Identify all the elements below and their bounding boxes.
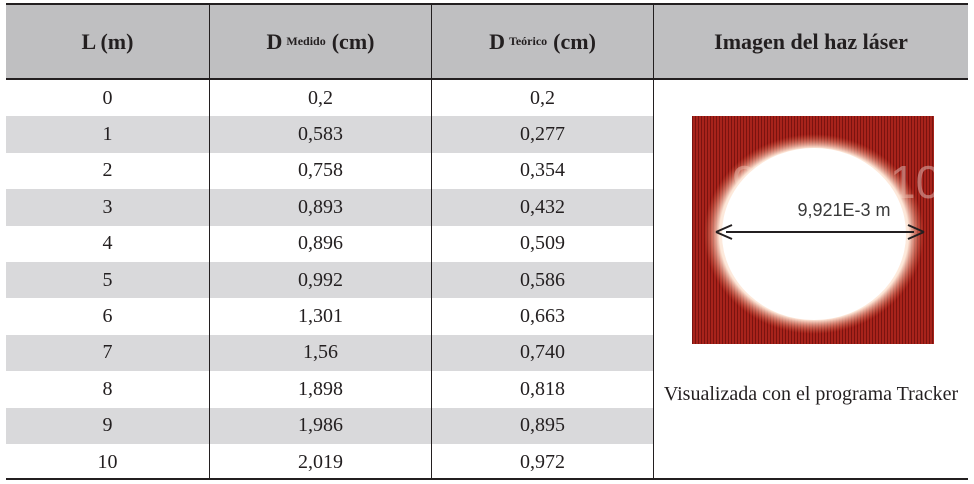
header-d-medido-sub: Medido [286,34,326,48]
cell-d-medido: 0,758 [298,159,343,182]
cell-d-teorico: 0,354 [520,159,565,182]
image-caption: Visualizada con el programa Tracker [663,383,959,405]
column-divider [431,3,432,480]
table-row: 6 1,301 0,663 [6,298,653,334]
cell-d-teorico: 0,277 [520,123,565,146]
table-row: 5 0,992 0,586 [6,262,653,299]
header-d-symbol: D [489,28,505,54]
cell-d-medido: 2,019 [298,450,343,473]
cell-d-medido: 0,896 [298,232,343,255]
table-row: 9 1,986 0,895 [6,407,653,444]
cell-d-medido: 0,893 [298,195,343,218]
cell-l: 0 [102,86,113,109]
header-d-medido: D Medido (cm) [210,5,431,78]
data-table: L (m) D Medido (cm) D Teórico (cm) Image… [6,3,968,480]
column-divider [209,3,210,480]
laser-beam-graphic: 9 10 9,921E-3 m [692,116,934,344]
cell-l: 4 [102,232,113,255]
cell-l: 10 [97,450,118,473]
cell-d-medido: 1,56 [303,341,338,364]
header-d-teorico-sub: Teórico [508,34,548,48]
image-column: 9 10 9,921E-3 m Visualizada con el progr… [654,80,968,478]
measurement-label: 9,921E-3 m [797,200,890,220]
cell-d-teorico: 0,972 [520,450,565,473]
cell-d-teorico: 0,2 [530,86,555,109]
header-l: L (m) [6,5,209,78]
cell-l: 5 [102,268,113,291]
table-row: 0 0,2 0,2 [6,80,653,116]
cell-d-medido: 1,898 [298,377,343,400]
table-row: 10 2,019 0,972 [6,444,653,480]
cell-d-teorico: 0,586 [520,268,565,291]
cell-d-teorico: 0,663 [520,305,565,328]
header-l-label: L (m) [81,28,134,54]
cell-d-teorico: 0,818 [520,377,565,400]
cell-d-teorico: 0,895 [520,414,565,437]
cell-d-teorico: 0,740 [520,341,565,364]
cell-l: 7 [102,341,113,364]
column-divider [653,3,654,480]
table-row: 1 0,583 0,277 [6,116,653,153]
table-row: 2 0,758 0,354 [6,153,653,189]
header-d-symbol: D [266,28,283,54]
laser-beam-image: 9 10 9,921E-3 m [692,116,934,344]
cell-d-medido: 0,992 [298,268,343,291]
cell-d-teorico: 0,432 [520,195,565,218]
table-row: 3 0,893 0,432 [6,189,653,226]
cell-l: 8 [102,377,113,400]
header-imagen-label: Imagen del haz láser [714,28,908,54]
cell-d-medido: 0,583 [298,123,343,146]
table-row: 8 1,898 0,818 [6,371,653,407]
cell-l: 2 [102,159,113,182]
cell-d-teorico: 0,509 [520,232,565,255]
cell-l: 1 [102,123,113,146]
cell-l: 3 [102,195,113,218]
header-d-teorico: D Teórico (cm) [432,5,653,78]
cell-d-medido: 1,301 [298,305,343,328]
cell-d-medido: 1,986 [298,414,343,437]
cell-l: 9 [102,414,113,437]
header-d-medido-unit: (cm) [331,28,375,54]
table-bottom-rule [6,478,968,480]
table-row: 7 1,56 0,740 [6,334,653,372]
cell-d-medido: 0,2 [308,86,333,109]
table-row: 4 0,896 0,509 [6,226,653,262]
table-header: L (m) D Medido (cm) D Teórico (cm) Image… [6,3,968,80]
cell-l: 6 [102,305,113,328]
header-d-teorico-unit: (cm) [553,28,596,54]
header-imagen: Imagen del haz láser [654,5,968,78]
